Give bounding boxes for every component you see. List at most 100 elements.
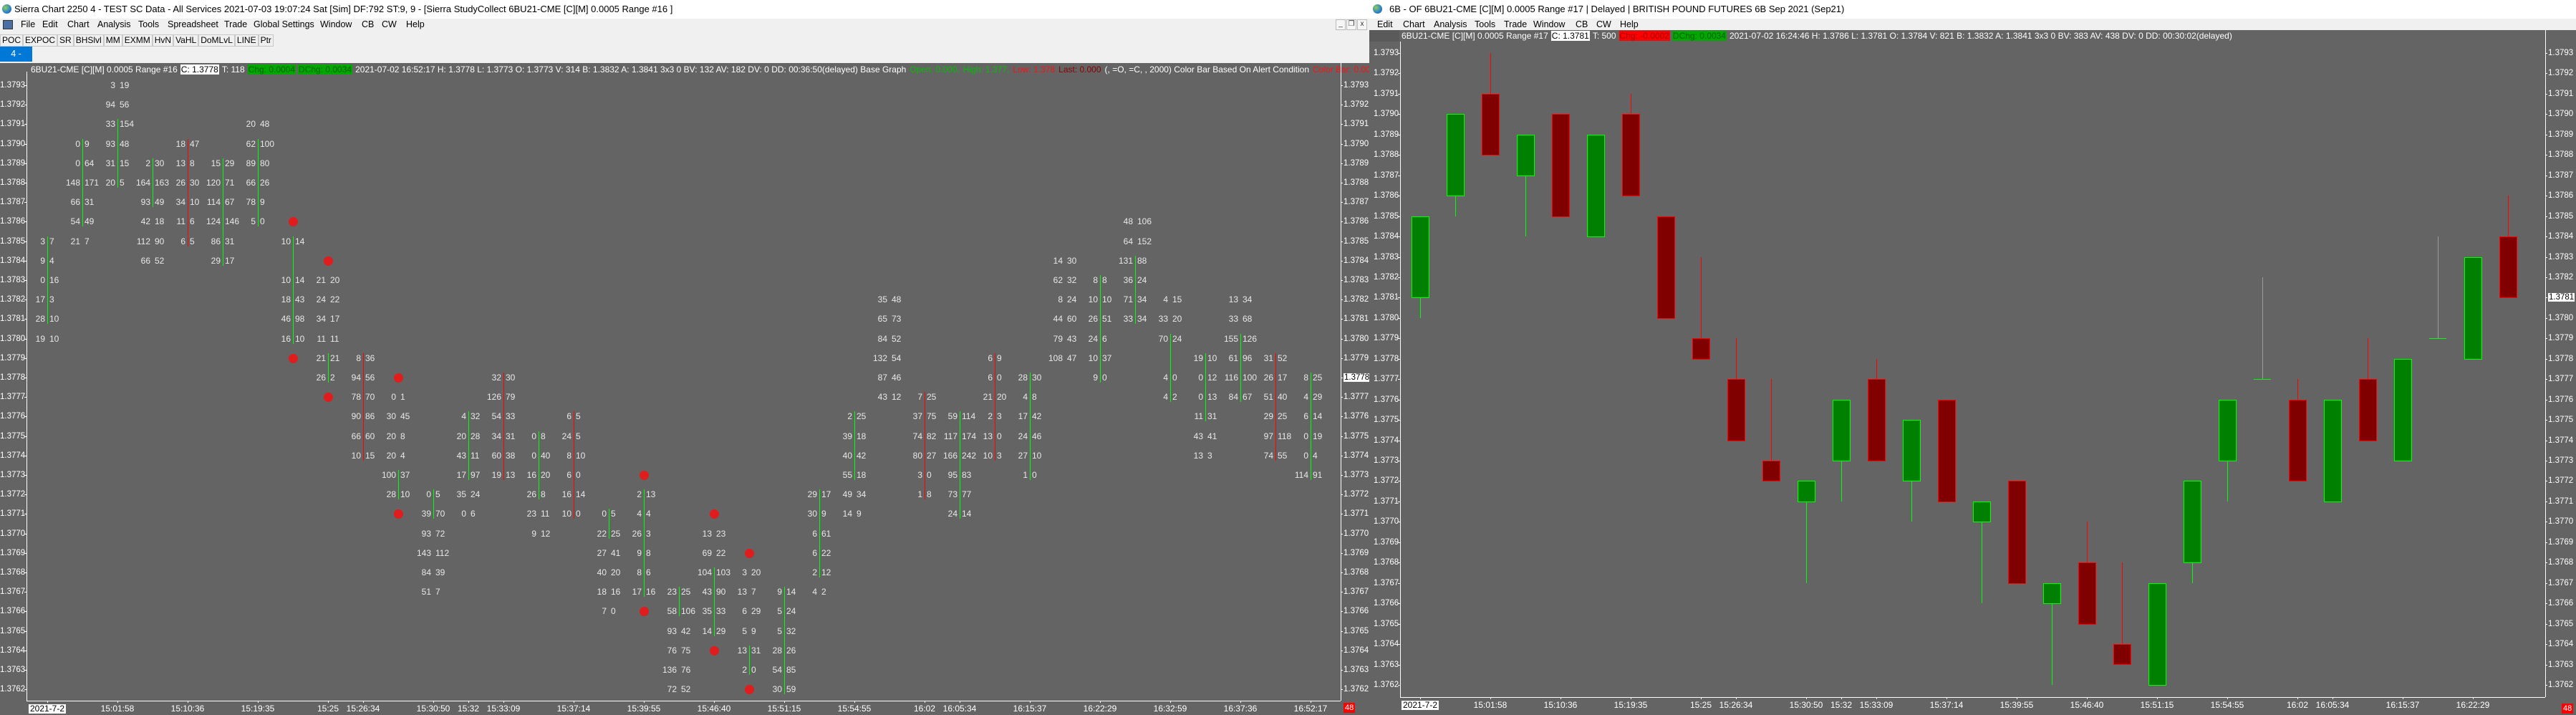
price-tick [1398,53,1400,54]
bid-volume: 43 [702,587,712,598]
menu-tools[interactable]: Tools [1475,19,1496,29]
bid-volume: 23 [667,587,677,598]
bid-volume: 70 [1158,333,1168,344]
menu-window[interactable]: Window [1533,19,1566,29]
toolbar-button-expoc[interactable]: EXPOC [23,34,58,47]
menu-file[interactable]: File [21,19,36,29]
price-tick [1398,603,1400,605]
ask-volume: 8 [1032,392,1037,403]
toolbar-button-sr[interactable]: SR [57,34,74,47]
toolbar-button-ptr[interactable]: Ptr [258,34,274,47]
price-label: 1.3765 [0,626,26,635]
time-tick [2473,697,2474,699]
bid-volume: 13 [1193,450,1203,461]
toolbar-button-hvn[interactable]: HvN [152,34,174,47]
bid-volume: 1 [1023,470,1028,480]
price-label: 1.3786 [0,217,26,226]
toolbar-button-vahl[interactable]: VaHL [173,34,199,47]
bid-volume: 4 [1163,294,1168,305]
time-axis-line [1400,697,2545,698]
candlestick-chart[interactable]: 6BU21-CME [C][M] 0.0005 Range #17 C: 1.37… [1369,30,2576,715]
menu-analysis[interactable]: Analysis [1434,19,1467,29]
toolbar-button-line[interactable]: LINE [234,34,259,47]
bid-volume: 100 [381,470,396,480]
left-window-titlebar[interactable]: Sierra Chart 2250 4 - TEST SC Data - All… [0,0,1369,19]
price-tick [24,280,26,281]
menu-help[interactable]: Help [1620,19,1639,29]
menu-edit[interactable]: Edit [42,19,58,29]
bid-volume: 39 [421,509,431,519]
ask-volume: 4 [646,509,651,519]
ask-volume: 40 [1278,392,1288,403]
menu-analysis[interactable]: Analysis [97,19,131,29]
ask-volume: 5 [190,236,195,246]
ask-volume: 126 [1243,333,1258,344]
ask-volume: 163 [155,178,170,188]
restore-button[interactable]: ❐ [1346,19,1356,30]
price-label: 1.3774 [2548,436,2574,445]
ask-volume: 4 [1313,450,1318,461]
toolbar-button-poc[interactable]: POC [0,34,24,47]
toolbar-button-domlvl[interactable]: DoMLvL [198,34,235,47]
menu-help[interactable]: Help [406,19,425,29]
ask-volume: 91 [1313,470,1323,480]
menu-cb[interactable]: CB [362,19,375,29]
bid-volume: 17 [35,294,45,305]
menu-cw[interactable]: CW [382,19,397,29]
ask-volume: 75 [927,411,937,422]
ask-volume: 96 [1243,352,1253,363]
bid-volume: 6 [812,528,817,539]
ask-volume: 3 [997,411,1002,422]
bid-volume: 21 [316,275,326,285]
bid-volume: 2 [742,665,747,675]
ask-volume: 8 [541,489,546,500]
bid-volume: 26 [526,489,536,500]
bid-volume: 9 [777,587,782,598]
time-label: 16:02 [2286,700,2309,710]
menu-window[interactable]: Window [320,19,352,29]
ask-volume: 73 [892,314,902,325]
ask-volume: 20 [541,470,551,480]
bid-volume: 0 [40,275,45,285]
toolbar-button-bhslvl[interactable]: BHSlvl [73,34,104,47]
menu-trade[interactable]: Trade [1504,19,1528,29]
price-tick [1341,221,1343,223]
menu-chart[interactable]: Chart [1403,19,1425,29]
menu-cb[interactable]: CB [1576,19,1588,29]
toolbar-button-mm[interactable]: MM [103,34,122,47]
ask-volume: 33 [716,606,726,617]
bid-volume: 29 [1263,411,1273,422]
menu-tools[interactable]: Tools [138,19,160,29]
price-label: 1.3793 [2548,49,2574,57]
toolbar-button-exmm[interactable]: EXMM [122,34,153,47]
menu-edit[interactable]: Edit [1377,19,1393,29]
ask-volume: 6 [646,567,651,577]
menu-cw[interactable]: CW [1596,19,1611,29]
bid-volume: 48 [1123,216,1133,227]
price-label: 1.3765 [1374,619,1399,628]
chart-window-icon[interactable] [3,20,13,29]
chartbook-tab-4-test[interactable]: 4 - TEST [0,47,32,74]
bid-volume: 54 [772,665,782,675]
candle-body [2043,582,2061,605]
bid-volume: 55 [842,470,852,480]
time-label: 15:51:15 [2140,700,2174,710]
ask-volume: 72 [435,528,445,539]
time-tick [2157,697,2158,699]
time-tick [784,701,785,703]
footprint-chart[interactable]: 6BU21-CME [C][M] 0.0005 Range #16 C: 1.37… [0,63,1369,715]
bid-volume: 71 [1123,294,1133,305]
price-label: 1.3778 [2548,354,2574,363]
menu-global-settings[interactable]: Global Settings [254,19,314,29]
ask-volume: 0 [260,216,265,227]
ask-volume: 10 [576,450,586,461]
price-tick [1341,630,1343,632]
menu-chart[interactable]: Chart [67,19,90,29]
minimize-button[interactable]: _ [1336,19,1346,30]
ask-volume: 154 [120,119,135,130]
right-window-titlebar[interactable]: 6B - OF 6BU21-CME [C][M] 0.0005 Range #1… [1369,0,2576,19]
menu-trade[interactable]: Trade [224,19,248,29]
close-button[interactable]: x [1357,19,1367,30]
bid-volume: 10 [281,236,291,246]
menu-spreadsheet[interactable]: Spreadsheet [168,19,218,29]
